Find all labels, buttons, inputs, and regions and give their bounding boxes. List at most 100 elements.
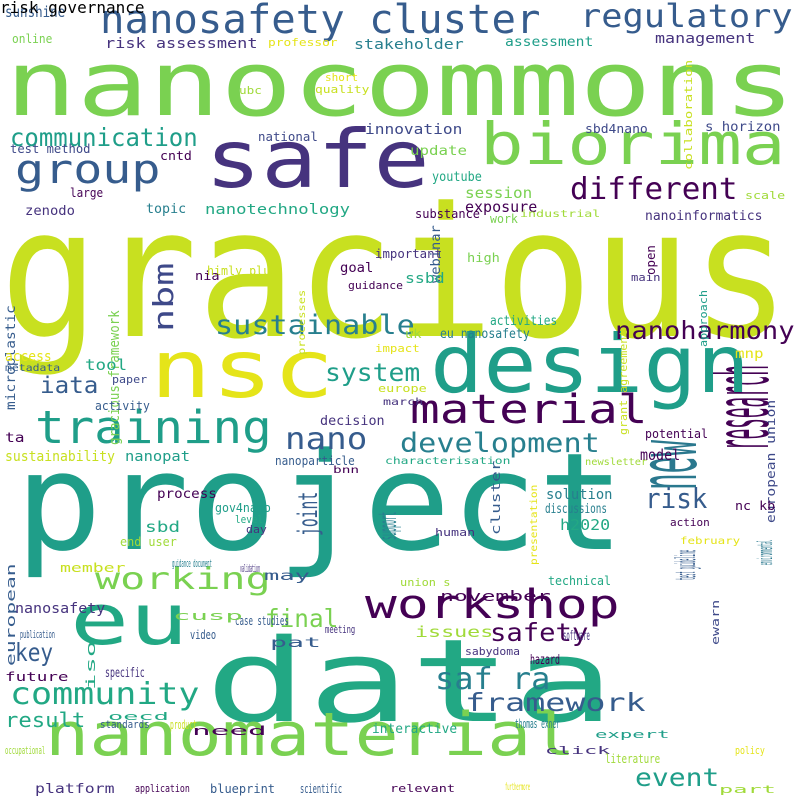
word-quality: quality	[315, 83, 370, 96]
word-substance: substance	[415, 207, 481, 221]
word-technical: technical	[548, 574, 612, 588]
word-framework: framework	[465, 688, 646, 717]
word-eu-nanosafety: eu nanosafety	[440, 327, 530, 342]
word-mnp: mnp	[735, 347, 764, 362]
word-nanosafety: nanosafety	[15, 601, 106, 617]
word-communication: communication	[10, 123, 198, 152]
word-bnn: bnn	[333, 465, 360, 476]
word-material: material	[410, 387, 648, 433]
word-large: large	[70, 186, 104, 200]
word-hazard: hazard	[530, 653, 560, 668]
word-thomas-exner: thomas exner	[515, 717, 560, 731]
word-tool: tool	[85, 356, 128, 374]
word-nanoharmony: nanoharmony	[615, 316, 795, 345]
word-ubc: ubc	[239, 84, 262, 97]
word-safety: safety	[490, 618, 589, 647]
word-nanocommons: nanocommons	[5, 32, 796, 137]
word-part: part	[719, 783, 776, 796]
word-training: training	[35, 401, 272, 454]
word-activity: activity	[95, 399, 150, 413]
word-cluster: cluster	[489, 460, 503, 535]
word-member: member	[60, 561, 126, 575]
word-product: product	[170, 718, 197, 732]
word-design: design	[430, 318, 750, 411]
word-solution: solution	[546, 487, 613, 503]
word-different: different	[570, 172, 738, 207]
word-validation: validation	[240, 562, 261, 575]
word-union-s: union s	[400, 576, 451, 589]
word-cusp: cusp	[173, 609, 243, 623]
word-scale: scale	[745, 189, 786, 202]
word-nanopat: nanopat	[125, 449, 191, 465]
word-sbd4nano: sbd4nano	[585, 122, 648, 136]
word-nanotechnology: nanotechnology	[205, 202, 351, 218]
word-himly-plus: himly plus	[207, 264, 278, 278]
word-nc-kb: nc kb	[735, 499, 776, 513]
word-discussions: discussions	[545, 502, 608, 517]
word-community: community	[10, 677, 200, 712]
word-furthermore: furthermore	[505, 782, 531, 793]
word-key: key	[15, 638, 54, 667]
word-impact: impact	[375, 342, 420, 355]
word-project: project	[15, 424, 625, 581]
word-risk: risk	[645, 482, 708, 515]
word-event: event	[635, 763, 720, 792]
word-final: final	[265, 604, 339, 633]
word-occupational: occupational	[5, 744, 46, 757]
word-guidance: guidance	[348, 279, 403, 292]
word-short: short	[325, 71, 359, 84]
word-blueprint: blueprint	[210, 782, 276, 796]
word-access: access	[5, 349, 52, 365]
word-s-horizon: s horizon	[705, 120, 781, 135]
word-level: level	[235, 513, 264, 526]
word-exposure: exposure	[465, 198, 538, 216]
word-platform: platform	[35, 782, 115, 797]
word-sbd: sbd	[145, 518, 181, 536]
word-guidance-document: guidance document	[172, 557, 212, 570]
word-industrial: industrial	[520, 209, 601, 220]
word-meeting: meeting	[325, 623, 356, 636]
word-application: application	[135, 782, 190, 795]
word-human: human	[435, 526, 476, 539]
word-session: session	[465, 184, 533, 202]
word-relevant: relevant	[390, 782, 455, 795]
word-nbm: nbm	[147, 262, 180, 332]
word-workshop: workshop	[365, 582, 620, 628]
word-oecd: oecd	[108, 710, 169, 723]
word-newsletter: newsletter	[585, 457, 648, 468]
word-decision: decision	[320, 414, 385, 429]
word-innovation: innovation	[365, 122, 463, 138]
word-sustainable: sustainable	[215, 310, 415, 341]
word-gov4nano: gov4nano	[215, 501, 271, 515]
word-data: data	[205, 615, 615, 749]
word-publication: publication	[20, 628, 55, 641]
word-cntd: cntd	[160, 149, 192, 163]
word-expert: expert	[595, 728, 670, 741]
word-sustainability: sustainability	[5, 449, 116, 465]
word-stakeholder: stakeholder	[354, 37, 464, 53]
word-november: november	[440, 589, 551, 605]
word-online: online	[12, 32, 53, 46]
word-zenodo: zenodo	[25, 204, 75, 219]
word-nanosafety-cluster: nanosafety cluster	[100, 0, 541, 43]
word-test-guideline: test guideline	[669, 549, 702, 580]
word-eu: eu	[70, 579, 189, 661]
word-activities: activities	[490, 314, 558, 329]
word-high: high	[467, 251, 500, 265]
word-specific: specific	[105, 666, 145, 681]
word-nanoparticle: nanoparticle	[275, 454, 355, 468]
word-national: national	[258, 130, 318, 144]
word-development: development	[400, 428, 600, 459]
word-goal: goal	[340, 261, 374, 276]
word-nanomaterial: nanomaterial	[45, 700, 576, 770]
word-day: day	[246, 523, 267, 536]
word-standards: standards	[100, 718, 150, 731]
word-interactive: interactive	[372, 722, 458, 737]
word-work: work	[490, 212, 518, 226]
word-uk: uk	[405, 327, 422, 341]
word-scientific: scientific	[300, 782, 343, 796]
word-potential: potential	[645, 427, 709, 441]
word-sunshine: sunshine	[5, 3, 66, 21]
word-update: update	[410, 144, 467, 159]
